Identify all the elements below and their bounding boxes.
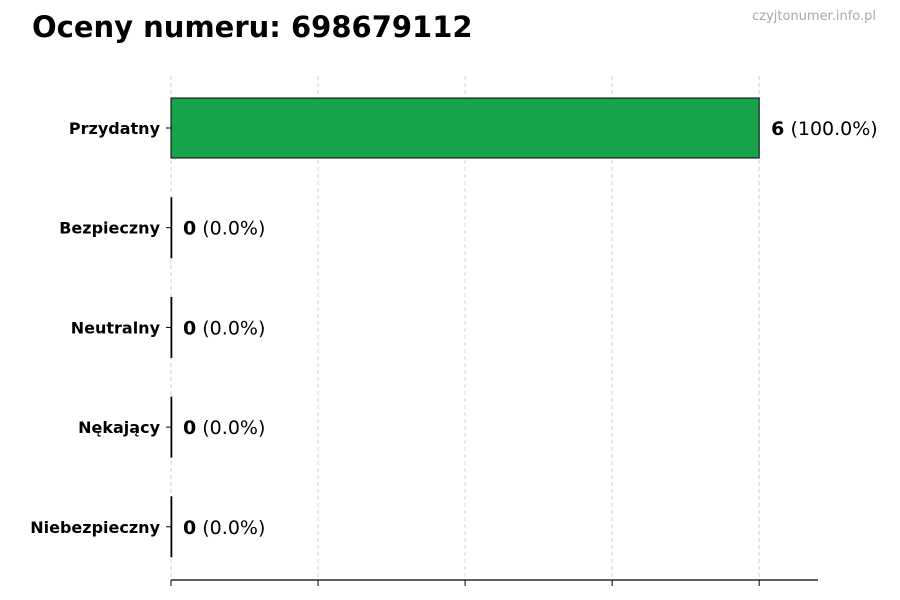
value-count: 0 bbox=[183, 517, 196, 539]
value-label: 0 (0.0%) bbox=[183, 317, 265, 339]
category-label: Przydatny bbox=[69, 119, 161, 138]
value-percent: (0.0%) bbox=[196, 218, 265, 240]
bar bbox=[170, 396, 173, 458]
value-count: 0 bbox=[183, 317, 196, 339]
value-count: 0 bbox=[183, 417, 196, 439]
value-percent: (0.0%) bbox=[196, 417, 265, 439]
value-percent: (0.0%) bbox=[196, 517, 265, 539]
watermark: czyjtonumer.info.pl bbox=[752, 9, 876, 24]
value-label: 0 (0.0%) bbox=[183, 417, 265, 439]
bar bbox=[170, 97, 760, 159]
value-label: 0 (0.0%) bbox=[183, 218, 265, 240]
chart-title: Oceny numeru: 698679112 bbox=[32, 10, 473, 44]
value-label: 6 (100.0%) bbox=[771, 118, 878, 140]
value-count: 0 bbox=[183, 218, 196, 240]
bar bbox=[170, 197, 173, 259]
value-count: 6 bbox=[771, 118, 784, 140]
bar bbox=[170, 496, 173, 558]
bar bbox=[170, 296, 173, 358]
value-percent: (0.0%) bbox=[196, 317, 265, 339]
category-label: Nękający bbox=[78, 418, 160, 437]
category-label: Niebezpieczny bbox=[30, 518, 160, 537]
value-label: 0 (0.0%) bbox=[183, 517, 265, 539]
category-label: Neutralny bbox=[71, 318, 161, 337]
value-percent: (100.0%) bbox=[784, 118, 877, 140]
category-label: Bezpieczny bbox=[59, 219, 160, 238]
